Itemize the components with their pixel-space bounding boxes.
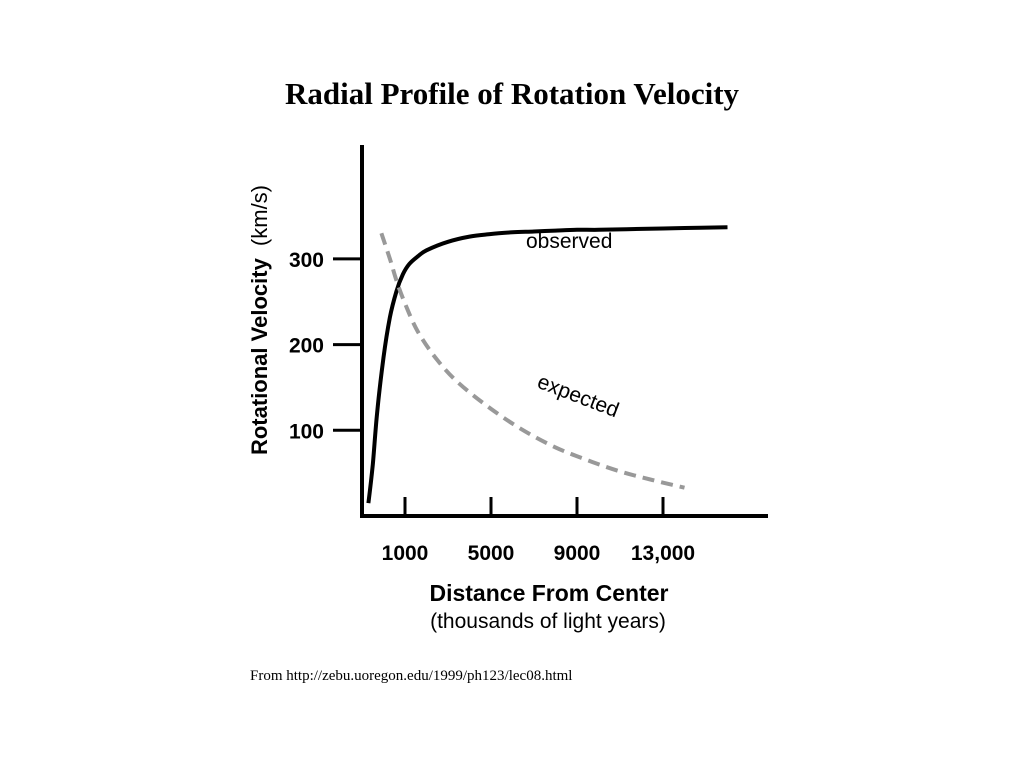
series-line-observed	[366, 225, 728, 504]
y-axis-label-main: Rotational Velocity	[247, 257, 272, 455]
y-tick-label: 300	[289, 249, 324, 272]
series-label-expected: expected	[534, 370, 622, 422]
y-axis-label: Rotational Velocity (km/s)	[247, 185, 272, 455]
y-tick-label: 100	[289, 420, 324, 443]
source-citation: From http://zebu.uoregon.edu/1999/ph123/…	[250, 668, 573, 684]
y-axis-label-unit: (km/s)	[247, 185, 272, 246]
x-tick-label: 1000	[382, 542, 429, 565]
series-label-observed: observed	[526, 230, 612, 253]
x-axis-label: Distance From Center	[429, 580, 668, 606]
y-tick-label: 200	[289, 335, 324, 358]
series-line-expected	[379, 232, 685, 490]
slide-title: Radial Profile of Rotation Velocity	[284, 76, 740, 111]
x-axis-sublabel: (thousands of light years)	[430, 610, 666, 633]
x-tick-label: 13,000	[631, 542, 695, 565]
x-tick-label: 5000	[468, 542, 515, 565]
x-tick-label: 9000	[554, 542, 601, 565]
